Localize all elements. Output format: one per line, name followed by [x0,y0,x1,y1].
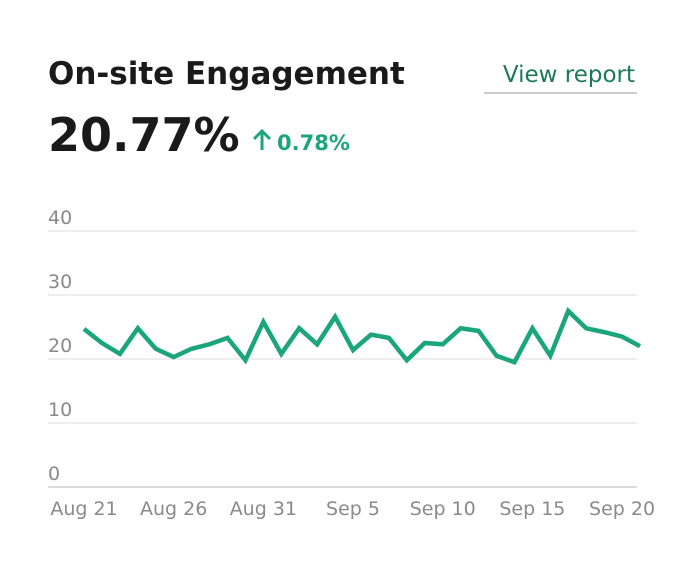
y-tick-label: 0 [48,463,60,485]
metric-change: 0.78% [277,131,350,155]
metric-value: 20.77% [48,108,240,162]
change-arrow [252,128,272,150]
x-tick-label: Aug 26 [140,498,207,520]
view-report-link[interactable]: View report [503,62,635,88]
y-tick-label: 20 [48,335,72,357]
data-line [82,307,642,365]
x-tick-label: Aug 21 [50,498,117,520]
x-tick-label: Sep 10 [410,498,476,520]
x-tick-label: Sep 20 [589,498,655,520]
title: On-site Engagement [48,56,405,92]
x-tick-label: Sep 15 [499,498,565,520]
y-tick-label: 30 [48,271,72,293]
x-tick-label: Sep 5 [326,498,380,520]
x-tick-label: Aug 31 [230,498,297,520]
y-tick-label: 40 [48,207,72,229]
y-tick-label: 10 [48,399,72,421]
